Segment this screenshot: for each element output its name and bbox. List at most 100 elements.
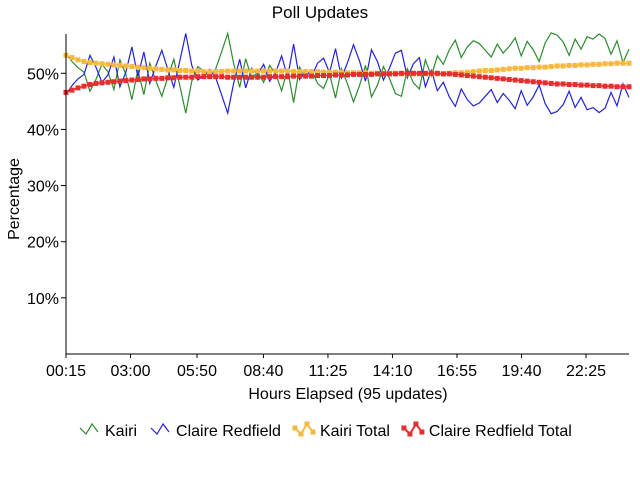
data-point bbox=[123, 63, 129, 69]
legend-label: Claire Redfield Total bbox=[429, 423, 572, 440]
data-point bbox=[554, 81, 560, 87]
data-point bbox=[225, 68, 231, 74]
data-point bbox=[321, 69, 327, 75]
plot-area bbox=[63, 31, 632, 116]
y-tick-label: 40% bbox=[27, 122, 59, 139]
data-point bbox=[440, 71, 446, 77]
data-point bbox=[159, 66, 165, 72]
data-point bbox=[81, 83, 87, 89]
data-point bbox=[219, 69, 225, 75]
data-point bbox=[512, 65, 518, 71]
x-tick-label: 05:50 bbox=[177, 363, 217, 380]
series-1 bbox=[65, 33, 630, 116]
data-point bbox=[434, 70, 440, 76]
legend-item: Kairi bbox=[79, 422, 137, 440]
data-point bbox=[524, 65, 530, 71]
data-point bbox=[243, 74, 249, 80]
data-point bbox=[494, 67, 500, 73]
y-tick-label: 20% bbox=[27, 235, 59, 252]
data-point bbox=[464, 69, 470, 75]
data-point bbox=[87, 82, 93, 88]
data-point bbox=[213, 74, 219, 80]
data-point bbox=[524, 78, 530, 84]
data-point bbox=[350, 71, 356, 77]
x-tick-label: 08:40 bbox=[243, 363, 283, 380]
data-point bbox=[207, 74, 213, 80]
data-point bbox=[386, 71, 392, 77]
data-point bbox=[201, 69, 207, 75]
data-point bbox=[398, 70, 404, 76]
data-point bbox=[249, 68, 255, 74]
data-point bbox=[608, 61, 614, 67]
data-point bbox=[123, 78, 129, 84]
x-tick-label: 00:15 bbox=[46, 363, 86, 380]
data-point bbox=[111, 62, 117, 68]
data-point bbox=[117, 78, 123, 84]
data-point bbox=[207, 69, 213, 75]
data-point bbox=[141, 65, 147, 71]
data-point bbox=[602, 83, 608, 89]
data-point bbox=[171, 67, 177, 73]
data-point bbox=[105, 79, 111, 85]
data-point bbox=[129, 64, 135, 70]
data-point bbox=[177, 74, 183, 80]
data-point bbox=[177, 67, 183, 73]
y-tick-label: 10% bbox=[27, 291, 59, 308]
data-point bbox=[237, 74, 243, 80]
data-point bbox=[333, 69, 339, 75]
data-point bbox=[464, 73, 470, 79]
data-point bbox=[602, 61, 608, 67]
data-point bbox=[542, 64, 548, 70]
data-point bbox=[608, 83, 614, 89]
data-point bbox=[446, 71, 452, 77]
data-point bbox=[560, 81, 566, 87]
data-point bbox=[87, 60, 93, 66]
data-point bbox=[279, 68, 285, 74]
chart-title: Poll Updates bbox=[272, 3, 368, 22]
data-point bbox=[512, 77, 518, 83]
legend-swatch-icon bbox=[401, 421, 425, 437]
data-point bbox=[548, 64, 554, 70]
x-axis-label: Hours Elapsed (95 updates) bbox=[248, 386, 447, 403]
data-point bbox=[410, 70, 416, 76]
data-point bbox=[285, 74, 291, 80]
data-point bbox=[333, 72, 339, 78]
data-point bbox=[315, 73, 321, 79]
series-line bbox=[65, 33, 630, 116]
y-axis-label: Percentage bbox=[6, 158, 23, 240]
data-point bbox=[554, 63, 560, 69]
data-point bbox=[482, 74, 488, 80]
data-point bbox=[345, 72, 350, 78]
data-point bbox=[518, 78, 524, 84]
x-tick-label: 19:40 bbox=[501, 363, 541, 380]
data-point bbox=[105, 61, 111, 67]
data-point bbox=[404, 70, 410, 76]
data-point bbox=[303, 69, 309, 75]
x-tick-label: 22:25 bbox=[566, 363, 606, 380]
data-point bbox=[231, 74, 237, 80]
legend: Kairi Claire Redfield Kairi Total Claire Re… bbox=[79, 421, 572, 440]
data-point bbox=[213, 69, 219, 75]
data-point bbox=[141, 76, 147, 82]
data-point bbox=[500, 66, 506, 72]
legend-item: Claire Redfield Total bbox=[401, 421, 572, 440]
data-point bbox=[99, 61, 105, 67]
legend-swatch-icon bbox=[292, 421, 316, 437]
data-point bbox=[339, 69, 345, 75]
data-point bbox=[518, 65, 524, 71]
data-point bbox=[584, 62, 590, 68]
data-point bbox=[219, 74, 225, 80]
data-point bbox=[243, 68, 249, 74]
legend-swatch-icon bbox=[150, 422, 170, 435]
data-point bbox=[506, 66, 512, 72]
data-point bbox=[93, 60, 99, 66]
x-tick-label: 14:10 bbox=[372, 363, 412, 380]
data-point bbox=[309, 69, 315, 75]
data-point bbox=[183, 74, 189, 80]
data-point bbox=[135, 76, 141, 82]
data-point bbox=[147, 76, 153, 82]
data-point bbox=[572, 62, 578, 68]
data-point bbox=[303, 73, 309, 79]
data-point bbox=[81, 59, 87, 65]
